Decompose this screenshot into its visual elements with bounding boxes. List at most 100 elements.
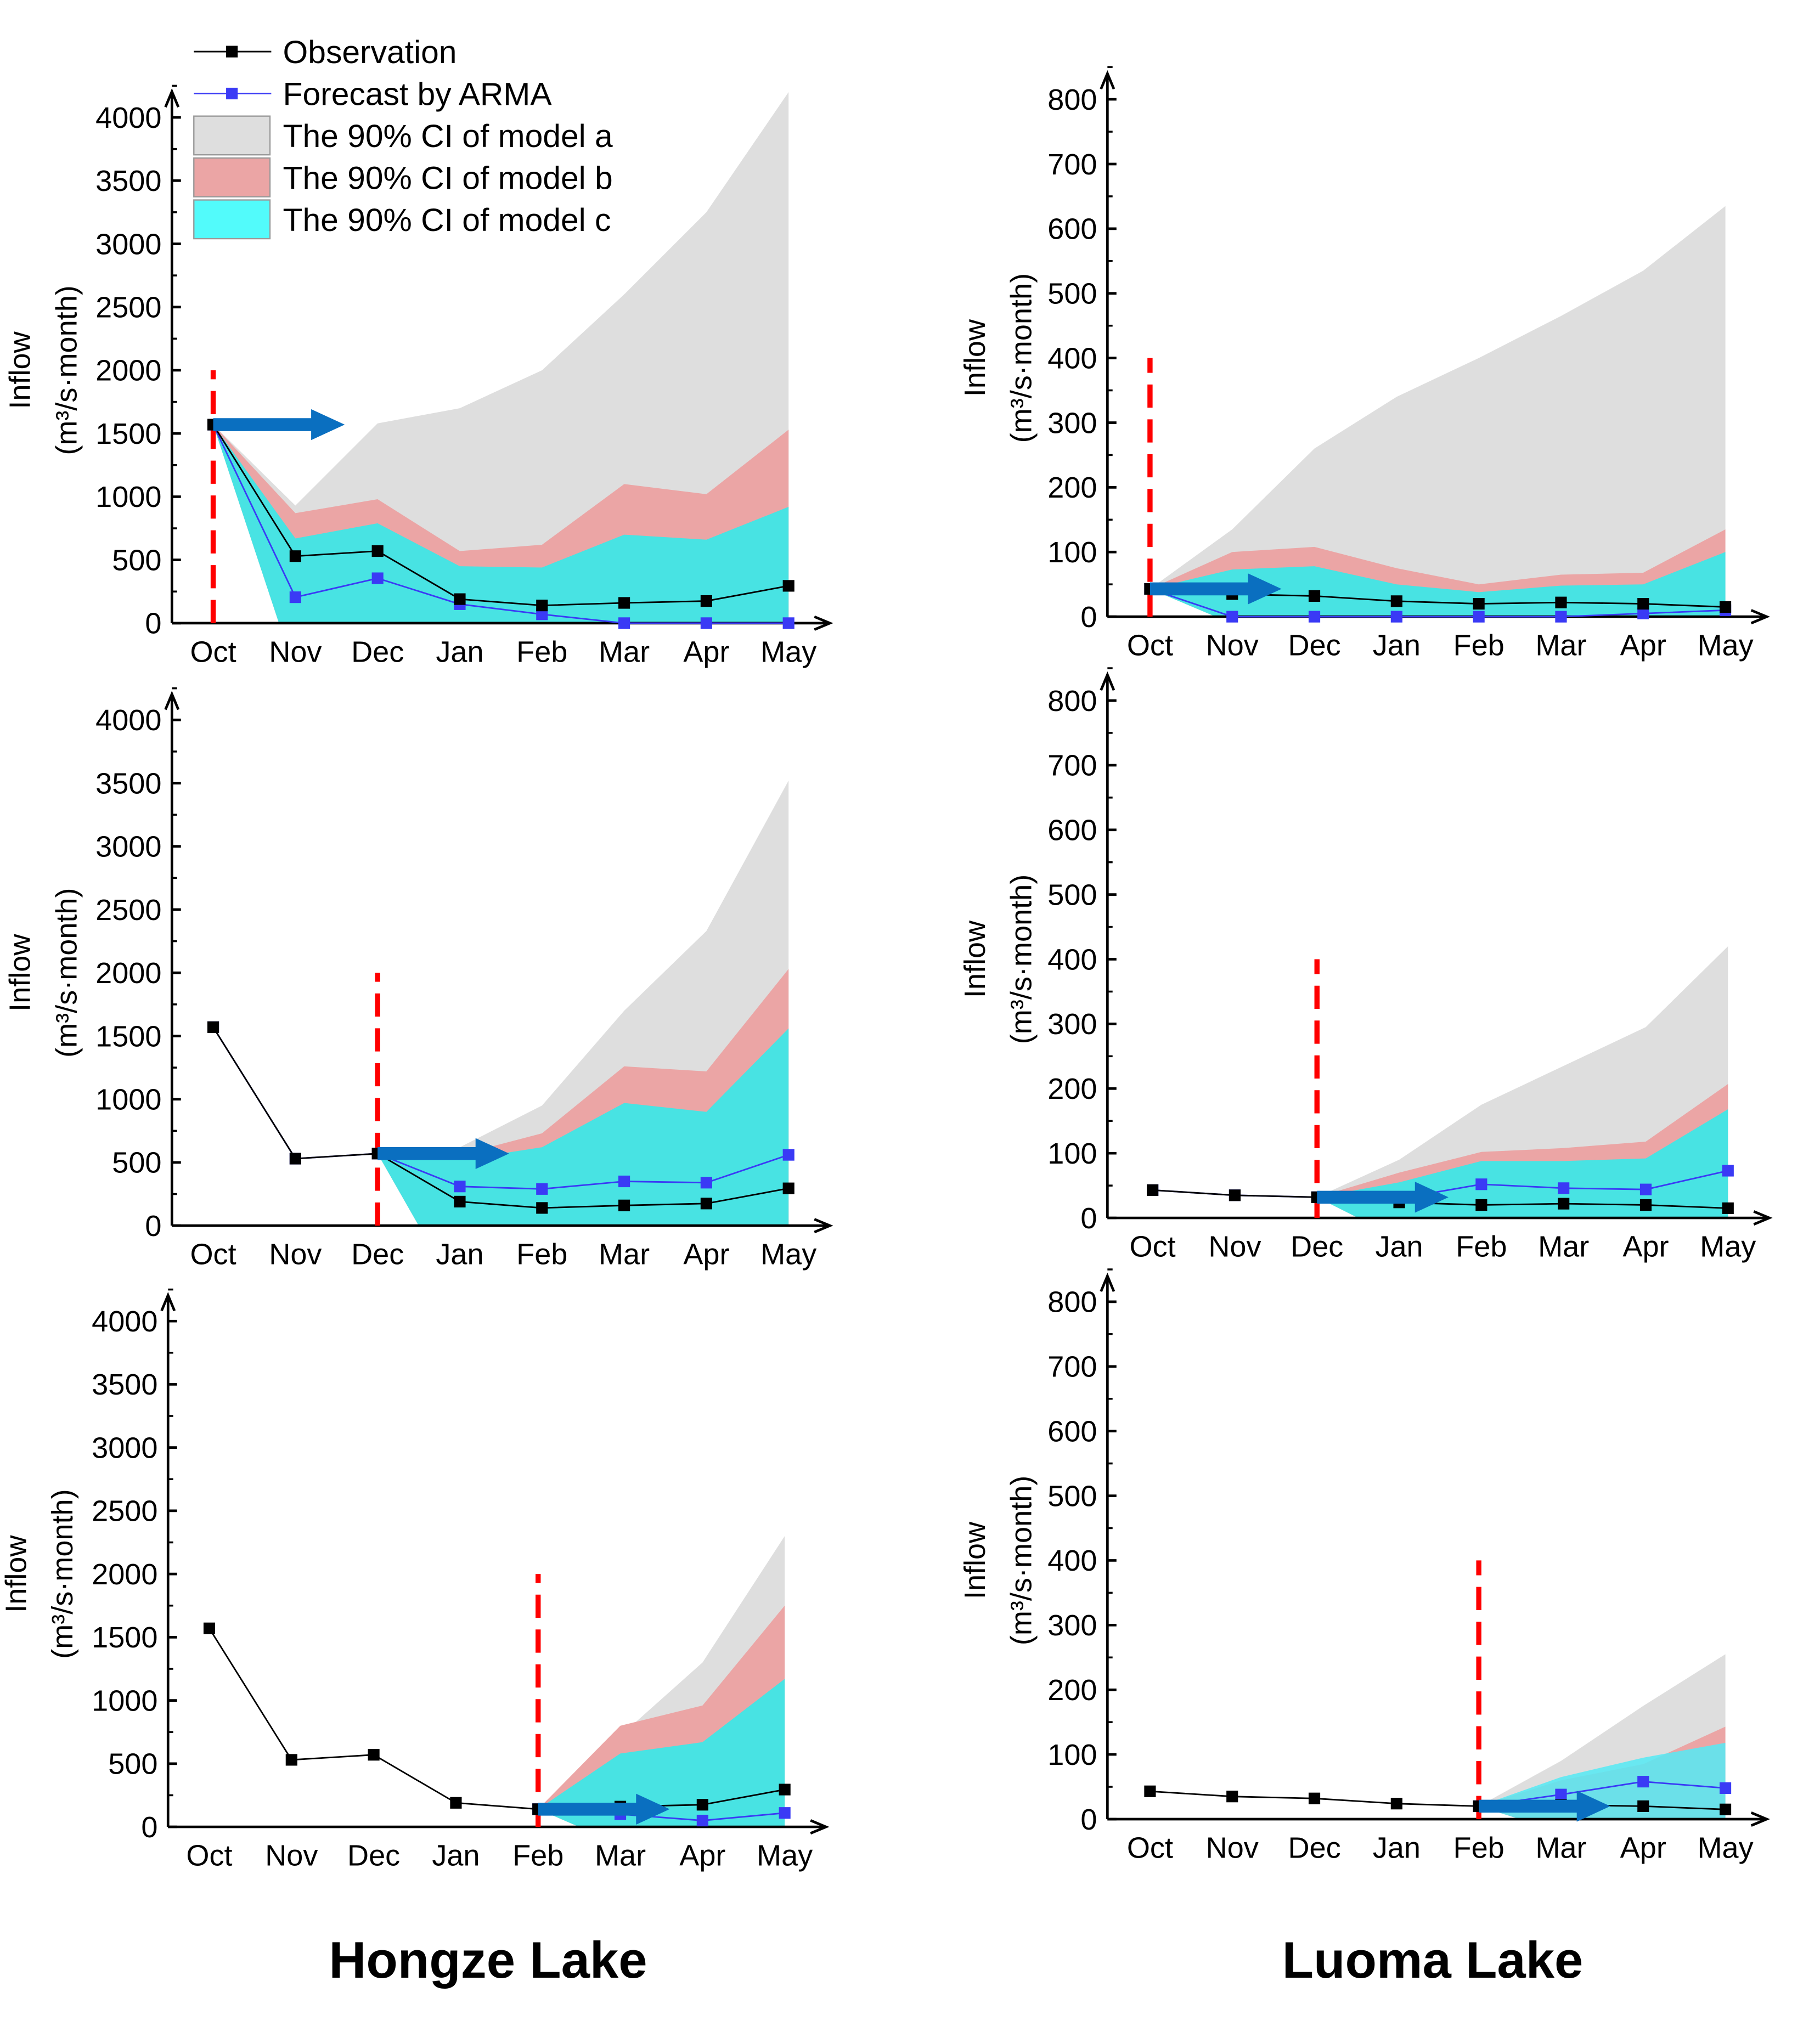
x-axis-arrow-icon: [814, 1218, 833, 1234]
observation-point: [1390, 1798, 1402, 1810]
y-tick-label: 0: [141, 1811, 157, 1844]
observation-point: [454, 1195, 466, 1207]
forecast-point: [1390, 611, 1402, 623]
y-axis-arrow-icon: [1100, 70, 1115, 90]
forecast-point: [289, 591, 301, 603]
y-tick-label: 2000: [95, 354, 161, 387]
observation-point: [1229, 1189, 1241, 1201]
observation-point: [536, 1202, 548, 1214]
observation-point: [371, 545, 384, 557]
forecast-point: [1637, 1776, 1649, 1788]
legend-label: Forecast by ARMA: [283, 77, 553, 112]
x-tick-label: Nov: [265, 1839, 318, 1872]
observation-point: [1144, 1785, 1156, 1797]
forecast-point: [536, 1183, 548, 1195]
legend-label: The 90% CI of model a: [283, 118, 613, 154]
observation-line: [1152, 1189, 1728, 1209]
observation-point: [618, 597, 630, 609]
forecast-point: [779, 1807, 791, 1819]
y-axis-label: Inflow: [4, 331, 37, 409]
forecast-point: [1226, 611, 1238, 623]
y-tick-label: 500: [112, 544, 161, 577]
observation-point: [1555, 596, 1567, 608]
y-tick-label: 400: [1047, 342, 1097, 375]
y-tick-label: 800: [1047, 685, 1097, 718]
x-tick-label: Apr: [679, 1839, 725, 1872]
observation-point: [1639, 1199, 1652, 1211]
ci-band-model-c: [213, 425, 789, 623]
forecast-point: [454, 1181, 466, 1193]
x-tick-label: Mar: [1538, 1231, 1589, 1263]
forecast-point: [700, 617, 712, 629]
observation-point: [203, 1622, 216, 1634]
x-tick-label: Jan: [436, 1238, 483, 1271]
x-tick-label: Mar: [599, 635, 650, 668]
x-tick-label: May: [1697, 1832, 1753, 1865]
y-tick-label: 600: [1047, 814, 1097, 847]
x-tick-label: Apr: [1620, 629, 1666, 662]
forecast-point: [1722, 1165, 1734, 1177]
y-tick-label: 200: [1047, 471, 1097, 504]
x-tick-label: Apr: [1620, 1832, 1666, 1865]
x-tick-label: Feb: [1456, 1231, 1507, 1263]
observation-point: [285, 1754, 297, 1766]
legend-area-swatch: [193, 199, 271, 240]
forecast-point: [700, 1177, 712, 1189]
x-tick-label: Mar: [595, 1839, 646, 1872]
y-tick-label: 3000: [95, 228, 161, 261]
y-tick-label: 1000: [92, 1684, 157, 1717]
forecast-point: [1558, 1182, 1570, 1194]
observation-point: [700, 595, 712, 607]
y-tick-label: 300: [1047, 1609, 1097, 1642]
y-tick-label: 0: [1080, 1803, 1097, 1836]
y-tick-label: 400: [1047, 943, 1097, 976]
observation-point: [700, 1198, 712, 1210]
forecast-line: [1150, 588, 1726, 618]
observation-point: [618, 1199, 630, 1211]
x-tick-label: Apr: [683, 1238, 729, 1271]
observation-point: [1390, 595, 1402, 607]
forecast-point: [371, 572, 384, 584]
forecast-point: [696, 1814, 708, 1827]
y-axis-label: Inflow: [959, 319, 991, 397]
observation-point: [782, 580, 795, 592]
y-axis-arrow-icon: [1100, 1272, 1115, 1292]
x-axis-arrow-icon: [1753, 1210, 1773, 1226]
y-tick-label: 3500: [95, 165, 161, 197]
x-tick-label: Oct: [1127, 1832, 1173, 1865]
x-tick-label: Mar: [1535, 629, 1586, 662]
y-tick-label: 800: [1047, 1286, 1097, 1319]
y-tick-label: 1500: [92, 1621, 157, 1654]
observation-point: [1308, 590, 1321, 602]
forecast-line: [212, 424, 789, 624]
x-tick-label: Mar: [1535, 1832, 1586, 1865]
legend-label: The 90% CI of model b: [283, 161, 613, 196]
y-tick-label: 300: [1047, 1008, 1097, 1041]
panel-luoma-feb: 0 100 200 300 400 500 600 700 800 Oct Nov Dec Jan Feb…: [959, 1268, 1770, 1865]
x-tick-label: Mar: [599, 1238, 650, 1271]
y-tick-label: 700: [1047, 148, 1097, 181]
y-tick-label: 600: [1047, 1415, 1097, 1448]
observation-point: [1637, 597, 1649, 610]
legend-marker-icon: [226, 46, 238, 58]
y-tick-label: 700: [1047, 1351, 1097, 1384]
y-tick-label: 1000: [95, 481, 161, 513]
x-tick-label: Dec: [1291, 1231, 1343, 1263]
y-tick-label: 4000: [95, 101, 161, 134]
legend-marker-icon: [226, 87, 238, 100]
forecast-point: [1473, 611, 1485, 623]
forecast-direction-arrow-icon: [1317, 1182, 1449, 1213]
y-axis-label: Inflow: [959, 920, 991, 998]
x-tick-label: Feb: [516, 635, 567, 668]
y-tick-label: 2500: [92, 1495, 157, 1528]
y-tick-label: 1000: [95, 1083, 161, 1116]
y-tick-label: 0: [145, 1210, 161, 1243]
y-axis-unit-label: (m³/s·month): [46, 1489, 79, 1658]
forecast-point: [1639, 1183, 1652, 1195]
y-tick-label: 3000: [95, 831, 161, 863]
y-tick-label: 200: [1047, 1073, 1097, 1105]
forecast-point: [1637, 607, 1649, 619]
observation-point: [368, 1749, 380, 1761]
observation-point: [1473, 597, 1485, 610]
y-tick-label: 1500: [95, 1020, 161, 1053]
